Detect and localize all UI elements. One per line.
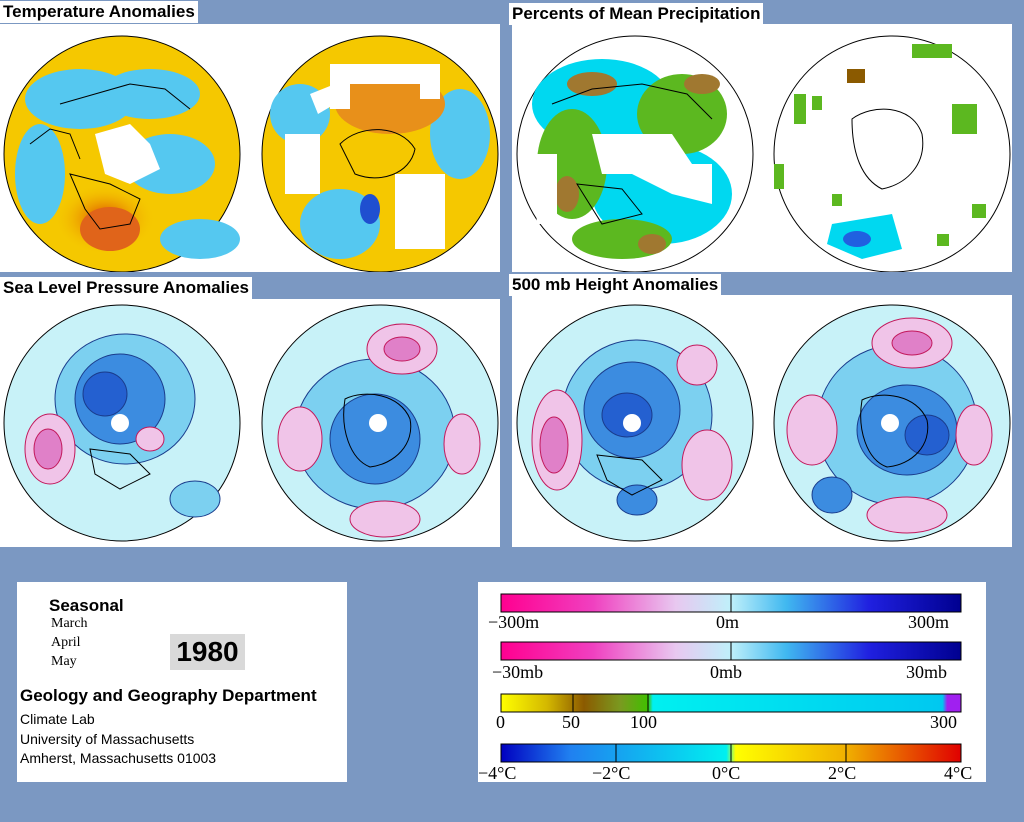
- legend-bars: [500, 593, 962, 763]
- temp-label-minus2: −2°C: [592, 763, 631, 783]
- precip-label-100: 100: [630, 712, 657, 732]
- slp-nh-globe: [3, 304, 241, 542]
- temperature-panel: [0, 24, 500, 272]
- info-box: Seasonal March April May 1980 Geology an…: [17, 582, 347, 782]
- precip-label-300: 300: [930, 712, 957, 732]
- precip-label-50: 50: [562, 712, 580, 732]
- height500-nh-globe: [516, 304, 754, 542]
- pressure-min-label: −30mb: [492, 662, 544, 682]
- month-1: March: [51, 616, 88, 631]
- temperature-nh-globe: [3, 35, 241, 272]
- temp-label-2: 2°C: [828, 763, 857, 783]
- precipitation-title: Percents of Mean Precipitation: [509, 3, 764, 25]
- height500-title: 500 mb Height Anomalies: [509, 274, 722, 296]
- temperature-maps: [3, 35, 499, 272]
- slp-panel: [0, 299, 500, 547]
- temperature-title: Temperature Anomalies: [0, 1, 198, 23]
- university-name: University of Massachusetts: [20, 731, 195, 747]
- temp-label-4: 4°C: [944, 763, 973, 783]
- precip-label-0: 0: [496, 712, 505, 732]
- precipitation-panel: [512, 24, 1012, 272]
- color-legend: −300m 0m 300m −30mb 0mb 30mb 0 50 100 30…: [478, 582, 986, 783]
- height-mid-label: 0m: [716, 612, 740, 632]
- temperature-sh-globe: [261, 35, 499, 272]
- slp-sh-globe: [261, 304, 499, 542]
- month-3: May: [51, 654, 77, 669]
- address: Amherst, Massachusetts 01003: [20, 750, 217, 766]
- precipitation-maps: [516, 35, 1011, 272]
- precip-scale-bar: [500, 693, 962, 713]
- pressure-mid-label: 0mb: [710, 662, 743, 682]
- temp-label-minus4: −4°C: [478, 763, 517, 783]
- precipitation-nh-globe: [516, 35, 754, 272]
- slp-title: Sea Level Pressure Anomalies: [0, 277, 253, 299]
- pressure-max-label: 30mb: [906, 662, 948, 682]
- height-min-label: −300m: [488, 612, 540, 632]
- height500-sh-globe: [773, 304, 1011, 542]
- temp-label-0: 0°C: [712, 763, 741, 783]
- height-max-label: 300m: [908, 612, 950, 632]
- year-badge: 1980: [170, 634, 245, 670]
- height500-maps: [516, 304, 1011, 542]
- period-type: Seasonal: [49, 596, 124, 615]
- height500-panel: [512, 295, 1012, 547]
- month-2: April: [51, 635, 81, 650]
- department-name: Geology and Geography Department: [20, 686, 317, 705]
- lab-name: Climate Lab: [20, 711, 95, 727]
- precipitation-sh-globe: [773, 35, 1011, 272]
- slp-maps: [3, 304, 499, 542]
